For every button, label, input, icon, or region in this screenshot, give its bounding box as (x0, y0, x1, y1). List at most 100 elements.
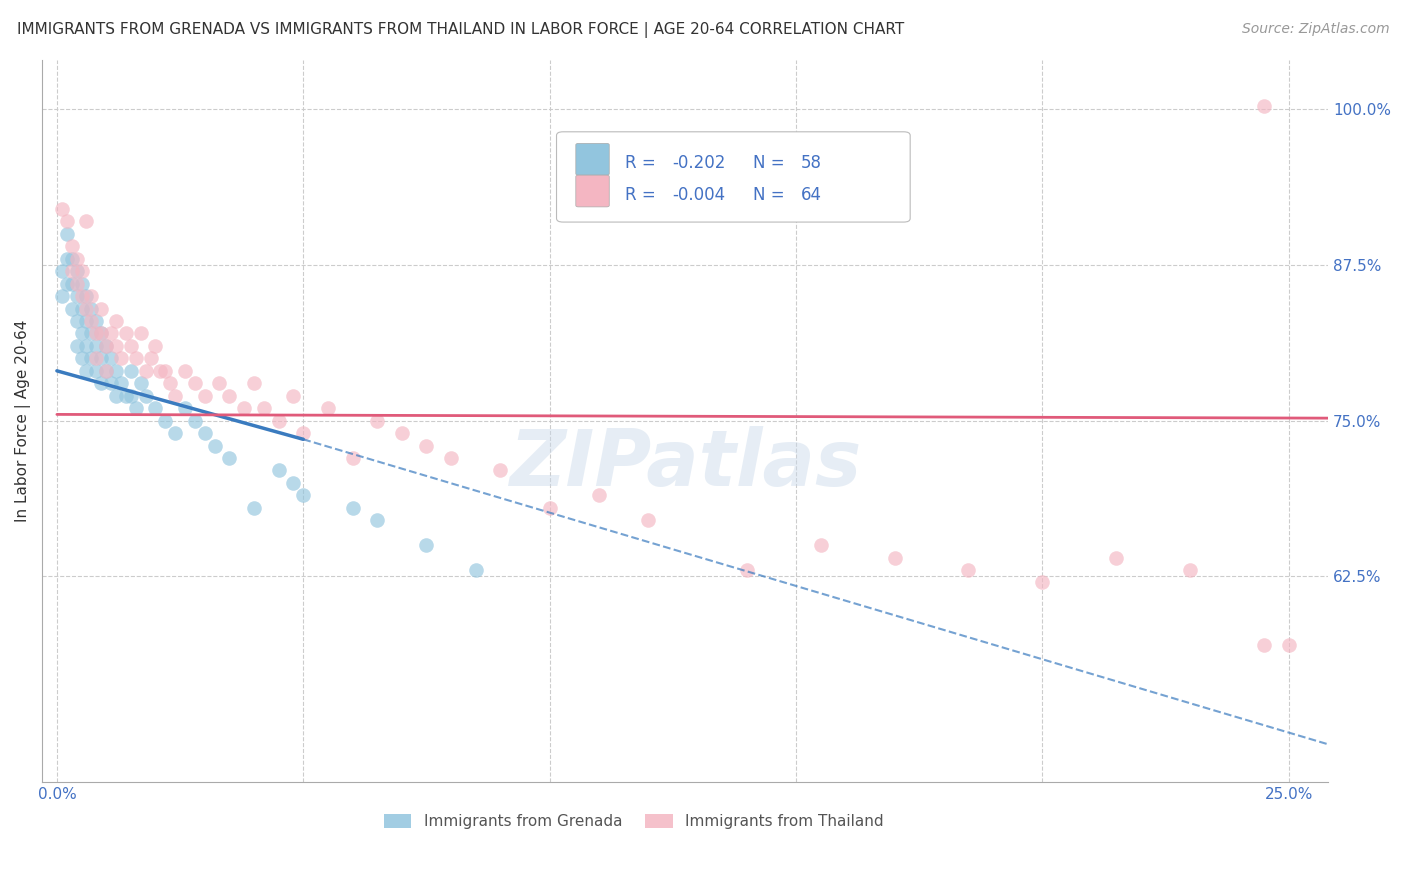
Point (60, 239, 83, 253)
Point (90, 351, 112, 366)
Point (80, 289, 103, 303)
Point (538, 500, 561, 515)
Point (70, 264, 93, 278)
Point (1253, 638, 1275, 652)
Point (194, 389, 217, 403)
Point (129, 326, 152, 341)
Point (145, 339, 167, 353)
Point (218, 389, 240, 403)
Point (86, 364, 108, 378)
Point (440, 450, 463, 465)
Point (233, 401, 256, 416)
Text: R =: R = (624, 186, 655, 203)
Point (96, 364, 118, 378)
Point (174, 364, 197, 378)
Point (125, 351, 148, 366)
Point (105, 389, 128, 403)
Point (155, 364, 177, 378)
Point (283, 475, 305, 490)
Point (120, 364, 142, 378)
Point (75, 339, 97, 353)
Point (80, 326, 103, 341)
Point (243, 500, 266, 515)
Point (86, 326, 108, 341)
FancyBboxPatch shape (576, 144, 609, 175)
Point (135, 389, 157, 403)
Point (253, 401, 276, 416)
Point (1178, 563, 1201, 577)
Point (86, 351, 108, 366)
Point (174, 401, 197, 416)
Point (100, 376, 122, 391)
Point (105, 314, 128, 328)
Point (55, 227, 77, 241)
Point (115, 389, 138, 403)
Text: ZIPatlas: ZIPatlas (509, 426, 862, 502)
Point (135, 364, 157, 378)
Point (145, 401, 167, 416)
Point (292, 488, 315, 502)
Point (55, 277, 77, 291)
Point (316, 401, 339, 416)
Point (80, 301, 103, 316)
Point (100, 351, 122, 366)
Point (70, 301, 93, 316)
Point (120, 389, 142, 403)
Point (65, 289, 87, 303)
Point (55, 214, 77, 228)
Point (75, 364, 97, 378)
Point (366, 513, 388, 527)
Point (90, 301, 112, 316)
Point (60, 252, 83, 266)
Point (51, 264, 73, 278)
Point (75, 289, 97, 303)
Point (155, 414, 177, 428)
Point (65, 264, 87, 278)
Point (60, 264, 83, 278)
Point (65, 252, 87, 266)
Point (1278, 638, 1301, 652)
Point (90, 326, 112, 341)
Point (80, 314, 103, 328)
Point (86, 339, 108, 353)
Point (65, 339, 87, 353)
Point (165, 426, 187, 441)
Point (184, 376, 207, 391)
Point (110, 351, 132, 366)
Point (110, 376, 132, 391)
Point (165, 389, 187, 403)
Point (96, 339, 118, 353)
Point (60, 277, 83, 291)
Point (1253, 98, 1275, 112)
Point (637, 513, 659, 527)
Text: 58: 58 (801, 153, 823, 172)
Text: R =: R = (624, 153, 655, 172)
Text: -0.004: -0.004 (672, 186, 725, 203)
Point (283, 389, 305, 403)
Point (194, 426, 217, 441)
Point (489, 463, 512, 477)
Text: 64: 64 (801, 186, 823, 203)
Point (105, 339, 128, 353)
Text: N =: N = (754, 186, 785, 203)
Point (96, 339, 118, 353)
Point (70, 326, 93, 341)
Point (735, 563, 758, 577)
Point (75, 301, 97, 316)
Legend: Immigrants from Grenada, Immigrants from Thailand: Immigrants from Grenada, Immigrants from… (378, 808, 890, 836)
Point (51, 202, 73, 216)
Point (120, 339, 142, 353)
Text: N =: N = (754, 153, 785, 172)
FancyBboxPatch shape (576, 175, 609, 207)
Point (105, 364, 128, 378)
Point (243, 376, 266, 391)
Point (139, 351, 162, 366)
Point (125, 401, 148, 416)
Point (86, 314, 108, 328)
Point (90, 376, 112, 391)
Point (588, 488, 610, 502)
Text: Source: ZipAtlas.com: Source: ZipAtlas.com (1241, 22, 1389, 37)
Point (342, 500, 364, 515)
Point (464, 563, 486, 577)
Point (65, 314, 87, 328)
